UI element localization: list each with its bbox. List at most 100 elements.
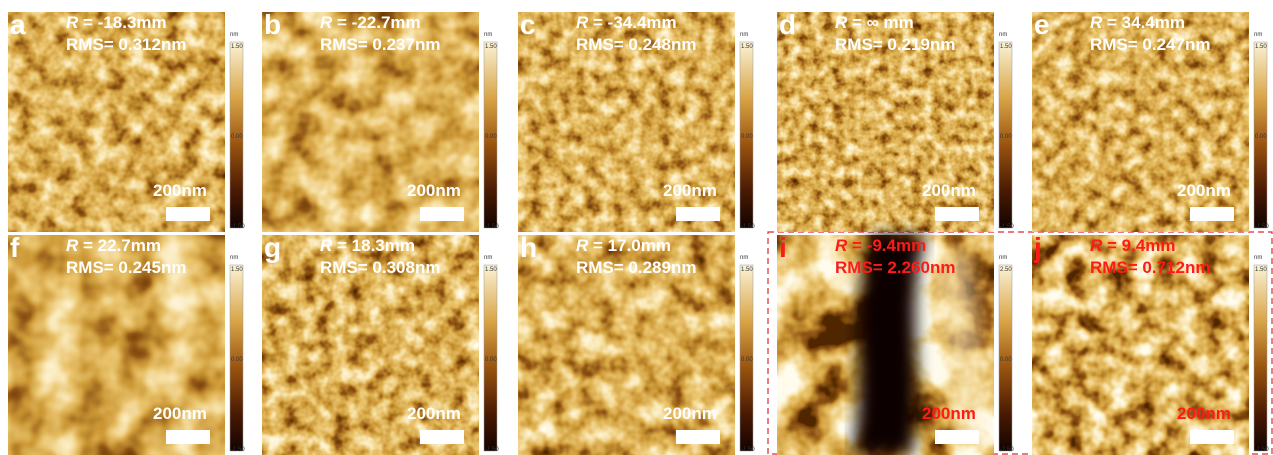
colorbar-tick: 1.50 bbox=[741, 267, 753, 273]
radius-value: = 17.0mm bbox=[588, 236, 671, 255]
radius-value: = -18.3mm bbox=[78, 13, 166, 32]
scale-bar bbox=[676, 430, 720, 444]
afm-panel: dR = ∞ mmRMS= 0.219nm200nmnm1.500.00-1.5… bbox=[777, 9, 1014, 232]
radius-value: = -34.4mm bbox=[588, 13, 676, 32]
colorbar-tick: 0.00 bbox=[1000, 357, 1012, 363]
colorbar-tick: 0.00 bbox=[741, 134, 753, 140]
colorbar-unit: nm bbox=[999, 32, 1007, 38]
scale-bar bbox=[1190, 207, 1234, 221]
scale-bar bbox=[935, 207, 979, 221]
colorbar-unit: nm bbox=[740, 32, 748, 38]
colorbar-tick: 0.00 bbox=[1000, 134, 1012, 140]
radius-value: = 9.4mm bbox=[1102, 236, 1175, 255]
colorbar-tick: 1.50 bbox=[1255, 267, 1267, 273]
radius-symbol: R bbox=[320, 13, 333, 32]
radius-value: = -22.7mm bbox=[332, 13, 420, 32]
radius-symbol: R bbox=[1090, 13, 1103, 32]
radius-value: = -9.4mm bbox=[847, 236, 926, 255]
scale-label: 200nm bbox=[663, 181, 717, 200]
rms-text: RMS= 2.260nm bbox=[835, 258, 955, 277]
panel-label: g bbox=[264, 232, 281, 263]
rms-text: RMS= 0.248nm bbox=[576, 35, 696, 54]
scale-label: 200nm bbox=[1177, 181, 1231, 200]
afm-panel: bR = -22.7mmRMS= 0.237nm200nmnm1.500.00-… bbox=[262, 9, 499, 232]
panel-label: i bbox=[779, 232, 787, 263]
colorbar-tick: 1.50 bbox=[485, 267, 497, 273]
rms-text: RMS= 0.312nm bbox=[66, 35, 186, 54]
scale-label: 200nm bbox=[407, 181, 461, 200]
colorbar-tick: 0.00 bbox=[485, 134, 497, 140]
radius-value: = ∞ mm bbox=[847, 13, 913, 32]
colorbar-tick: 1.50 bbox=[741, 44, 753, 50]
panel-label: a bbox=[10, 9, 26, 40]
figure: a R = -18.3mm RMS= 0.312nm 200nm nm 1.50 0.00 -… bbox=[0, 0, 1273, 455]
colorbar-tick: -1.50 bbox=[741, 224, 755, 230]
radius-value: = 18.3mm bbox=[332, 236, 415, 255]
rms-text: RMS= 0.289nm bbox=[576, 258, 696, 277]
scale-bar bbox=[420, 207, 464, 221]
colorbar-tick: -1.50 bbox=[741, 447, 755, 453]
panel-label: h bbox=[520, 232, 537, 263]
colorbar-tick: 0.00 bbox=[741, 357, 753, 363]
scale-bar bbox=[935, 430, 979, 444]
radius-text: R = ∞ mm bbox=[835, 13, 914, 32]
rms-text: RMS= 0.245nm bbox=[66, 258, 186, 277]
scale-bar bbox=[166, 430, 210, 444]
colorbar-tick: 0.00 bbox=[231, 134, 243, 140]
panel-label: e bbox=[1034, 9, 1050, 40]
radius-text: R = -22.7mm bbox=[320, 13, 421, 32]
colorbar-tick: 0.00 bbox=[231, 357, 243, 363]
scale-bar bbox=[676, 207, 720, 221]
rms-text: RMS= 0.712nm bbox=[1090, 258, 1210, 277]
scale-label: 200nm bbox=[153, 404, 207, 423]
colorbar-tick: 1.50 bbox=[231, 267, 243, 273]
rms-text: RMS= 0.219nm bbox=[835, 35, 955, 54]
radius-symbol: R bbox=[1090, 236, 1103, 255]
scale-label: 200nm bbox=[153, 181, 207, 200]
scale-label: 200nm bbox=[407, 404, 461, 423]
afm-panel: iR = -9.4mmRMS= 2.260nm200nmnm2.500.00-2… bbox=[777, 232, 1014, 455]
scale-label: 200nm bbox=[663, 404, 717, 423]
radius-symbol: R bbox=[835, 13, 848, 32]
colorbar-unit: nm bbox=[484, 32, 492, 38]
scale-label: 200nm bbox=[1177, 404, 1231, 423]
scale-label: 200nm bbox=[922, 181, 976, 200]
afm-panel: c R = -34.4mm RMS= 0.248nm 200nm nm 1.50 0.00 -… bbox=[518, 9, 755, 232]
colorbar-tick: 1.50 bbox=[1255, 44, 1267, 50]
radius-text: R = -18.3mm bbox=[66, 13, 167, 32]
afm-panel: h R = 17.0mm RMS= 0.289nm 200nm nm 1.50 0.00 -1… bbox=[518, 232, 755, 455]
colorbar-unit: nm bbox=[999, 255, 1007, 261]
colorbar-tick: -1.50 bbox=[1255, 447, 1269, 453]
afm-panel: j R = 9.4mm RMS= 0.712nm 200nm nm 1.50 -1.50 bbox=[1032, 232, 1269, 455]
colorbar-tick: 2.50 bbox=[1000, 267, 1012, 273]
colorbar-unit: nm bbox=[1254, 32, 1262, 38]
radius-text: R = 9.4mm bbox=[1090, 236, 1176, 255]
panel-label: c bbox=[520, 9, 536, 40]
colorbar-unit: nm bbox=[1254, 255, 1262, 261]
radius-symbol: R bbox=[66, 236, 79, 255]
colorbar-tick: 0.00 bbox=[485, 357, 497, 363]
rms-text: RMS= 0.247nm bbox=[1090, 35, 1210, 54]
colorbar-tick: 0.00 bbox=[1255, 134, 1267, 140]
scale-bar bbox=[420, 430, 464, 444]
colorbar-tick: -1.50 bbox=[485, 224, 499, 230]
radius-text: R = 22.7mm bbox=[66, 236, 161, 255]
radius-text: R = 34.4mm bbox=[1090, 13, 1185, 32]
colorbar bbox=[1254, 265, 1267, 451]
radius-text: R = -34.4mm bbox=[576, 13, 677, 32]
colorbar-tick: -1.50 bbox=[231, 447, 245, 453]
colorbar-tick: -1.50 bbox=[231, 224, 245, 230]
colorbar-tick: -1.50 bbox=[1255, 224, 1269, 230]
radius-symbol: R bbox=[576, 236, 589, 255]
scale-bar bbox=[166, 207, 210, 221]
scale-bar bbox=[1190, 430, 1234, 444]
radius-symbol: R bbox=[576, 13, 589, 32]
colorbar-unit: nm bbox=[740, 255, 748, 261]
radius-text: R = -9.4mm bbox=[835, 236, 926, 255]
panel-label: b bbox=[264, 9, 281, 40]
panel-label: j bbox=[1033, 232, 1042, 263]
panel-label: f bbox=[10, 232, 20, 263]
